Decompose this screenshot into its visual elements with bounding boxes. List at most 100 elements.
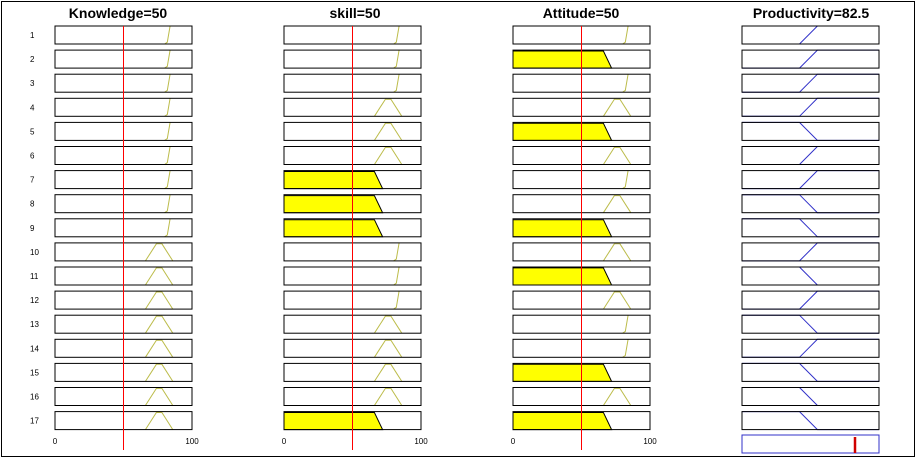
- output-rule-panel: [741, 49, 880, 69]
- input-mf-curve: [622, 74, 629, 93]
- output-rule-panel: [741, 266, 880, 286]
- rule-number: 15: [30, 368, 39, 377]
- output-mf-curve: [742, 218, 879, 238]
- rule-box: [741, 338, 880, 358]
- activated-mf-fill: [283, 412, 384, 431]
- output-mf-curve: [742, 146, 879, 165]
- output-mf-curve: [742, 290, 879, 310]
- input-mf-curve: [393, 291, 400, 310]
- rule-box: [741, 146, 880, 165]
- input-mf-curve: [373, 363, 403, 382]
- input-mf-curve: [602, 243, 632, 262]
- output-mf-curve: [742, 73, 879, 93]
- rule-box: [741, 411, 880, 431]
- rule-number: 16: [30, 393, 39, 402]
- column-title-3: Attitude=50: [543, 5, 620, 21]
- output-rule-panel: [741, 146, 880, 165]
- input-mf-curve: [164, 170, 171, 190]
- input-mf-curve: [144, 412, 174, 430]
- input-mf-curve: [373, 98, 403, 117]
- activated-mf-fill: [512, 267, 613, 286]
- input-mf-curve: [164, 50, 171, 69]
- input-rule-panel: [512, 362, 651, 382]
- output-rule-panel: [741, 290, 880, 310]
- input-mf-curve: [144, 267, 174, 286]
- input-mf-curve: [373, 387, 403, 406]
- input-mf-curve: [373, 339, 403, 358]
- rule-number: 5: [30, 127, 35, 136]
- input-mf-curve: [622, 170, 629, 190]
- input-mf-curve: [164, 74, 171, 93]
- activated-mf-fill: [512, 412, 613, 431]
- output-rule-panel: [741, 242, 880, 262]
- rule-number: 17: [30, 417, 39, 426]
- input-mf-curve: [373, 146, 403, 165]
- output-rule-panel: [741, 97, 880, 117]
- activated-mf-fill: [283, 219, 384, 238]
- rule-box: [741, 25, 880, 45]
- input-mf-curve: [393, 50, 400, 69]
- input-mf-curve: [144, 291, 174, 310]
- rule-number: 6: [30, 152, 35, 161]
- rule-box: [741, 218, 880, 238]
- output-mf-curve: [742, 266, 879, 286]
- rule-number: 3: [30, 79, 35, 88]
- input-mf-curve: [144, 363, 174, 382]
- activated-mf-fill: [512, 122, 613, 141]
- output-rule-panel: [741, 194, 880, 214]
- input-mf-curve: [373, 122, 403, 141]
- input-mf-curve: [622, 25, 629, 45]
- rule-box: [741, 73, 880, 93]
- aggregate-output-box: [741, 434, 880, 454]
- input-mf-curve: [144, 315, 174, 334]
- rule-number: 9: [30, 224, 35, 233]
- output-mf-curve: [742, 362, 879, 382]
- rule-box: [741, 170, 880, 190]
- input-rule-panel: [283, 218, 422, 238]
- rule-box: [741, 387, 880, 406]
- rule-number: 11: [30, 272, 39, 281]
- activated-mf-fill: [512, 219, 613, 238]
- rule-box: [741, 290, 880, 310]
- input-mf-curve: [164, 218, 171, 238]
- output-rule-panel: [741, 338, 880, 358]
- rule-number: 14: [30, 344, 39, 353]
- input-mf-curve: [144, 339, 174, 358]
- input-mf-curve: [393, 242, 400, 262]
- input-mf-curve: [164, 25, 171, 45]
- rule-box: [741, 314, 880, 334]
- column-title-4: Productivity=82.5: [753, 5, 870, 21]
- output-mf-curve: [742, 387, 879, 406]
- output-rule-panel: [741, 314, 880, 334]
- input-mf-curve: [164, 194, 171, 214]
- input-mf-curve: [622, 339, 629, 358]
- input-mf-curve: [393, 74, 400, 93]
- activated-mf-fill: [283, 171, 384, 190]
- output-rule-panel: [741, 170, 880, 190]
- rule-number: 1: [30, 31, 35, 40]
- output-rule-panel: [741, 387, 880, 406]
- rule-box: [741, 194, 880, 214]
- input-mf-curve: [602, 146, 632, 165]
- input-mf-curve: [602, 291, 632, 310]
- output-mf-curve: [742, 25, 879, 45]
- input-mf-curve: [622, 315, 629, 334]
- output-mf-curve: [742, 170, 879, 190]
- rule-panels: [54, 25, 880, 454]
- output-rule-panel: [741, 25, 880, 45]
- rule-box: [741, 49, 880, 69]
- axis-tick-label: 0: [511, 437, 516, 446]
- activated-mf-fill: [283, 195, 384, 214]
- output-mf-curve: [742, 97, 879, 117]
- rule-number: 10: [30, 248, 39, 257]
- activated-mf-fill: [512, 50, 613, 69]
- rule-box: [741, 97, 880, 117]
- input-mf-curve: [144, 387, 174, 406]
- output-rule-panel: [741, 411, 880, 431]
- rule-box: [741, 242, 880, 262]
- rule-box: [741, 121, 880, 141]
- output-rule-panel: [741, 73, 880, 93]
- axis-ticks: 0 100 0 100 0 100: [53, 437, 657, 446]
